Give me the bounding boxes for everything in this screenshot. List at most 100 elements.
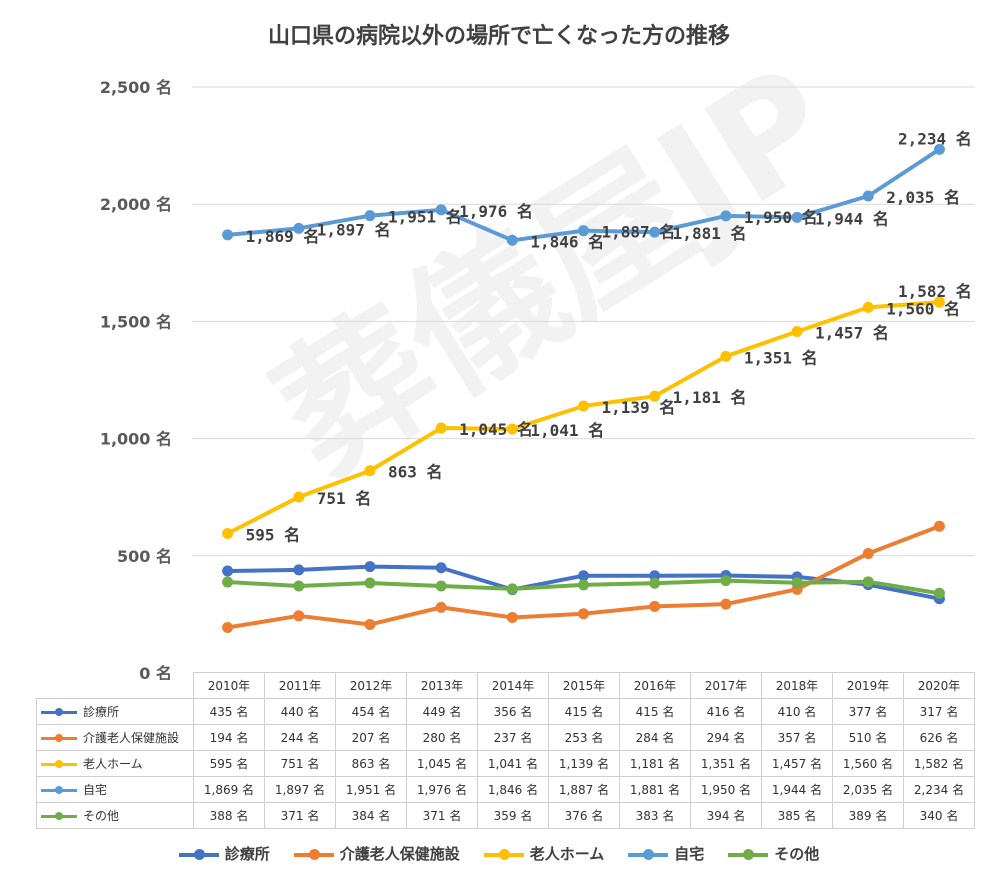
table-cell: 371 名 <box>406 802 478 829</box>
data-point <box>933 296 945 308</box>
data-point <box>293 222 305 234</box>
data-point <box>578 608 589 620</box>
table-cell: 435 名 <box>193 698 265 725</box>
table-cell: 751 名 <box>264 750 336 777</box>
table-cell: 207 名 <box>335 724 407 751</box>
table-row: 診療所 435 名 440 名 454 名 449 名 356 名 415 名 415 名 41… <box>36 698 975 725</box>
table-cell: 454 名 <box>335 698 407 725</box>
table-cell: 1,846 名 <box>477 776 549 803</box>
table-header-year: 2018年 <box>761 672 833 699</box>
table-cell: 1,887 名 <box>548 776 620 803</box>
table-header-year: 2010年 <box>193 672 265 699</box>
table-header-year: 2019年 <box>832 672 904 699</box>
table-cell: 1,181 名 <box>619 750 691 777</box>
legend-label: 自宅 <box>674 845 705 863</box>
data-point <box>862 576 874 588</box>
table-cell: 1,582 名 <box>903 750 975 777</box>
table-cell: 359 名 <box>477 802 549 829</box>
y-tick-label: 1,000 名 <box>100 430 172 449</box>
legend-item: 診療所 <box>178 843 270 864</box>
data-label: 2,035 名 <box>886 188 960 207</box>
data-label: 1,457 名 <box>815 323 889 342</box>
table-cell: 384 名 <box>335 802 407 829</box>
data-point <box>791 211 803 223</box>
table-cell: 2,234 名 <box>903 776 975 803</box>
data-label: 595 名 <box>246 526 301 545</box>
table-cell: 356 名 <box>477 698 549 725</box>
table-cell: 284 名 <box>619 724 691 751</box>
data-point <box>435 204 447 216</box>
table-cell: 371 名 <box>264 802 336 829</box>
data-point <box>578 570 589 582</box>
table-cell: 253 名 <box>548 724 620 751</box>
data-point <box>364 210 376 222</box>
data-point <box>862 547 874 559</box>
data-point <box>435 562 447 574</box>
data-point <box>293 491 305 503</box>
legend-item: その他 <box>728 843 819 864</box>
table-cell: 280 名 <box>406 724 478 751</box>
data-point <box>293 564 305 576</box>
table-row-header: 診療所 <box>36 698 194 725</box>
data-label: 1,139 名 <box>602 398 676 417</box>
table-cell: 595 名 <box>193 750 265 777</box>
table-cell: 244 名 <box>264 724 336 751</box>
legend-item: 自宅 <box>628 843 704 864</box>
legend-marker-icon <box>628 848 669 860</box>
data-label: 1,045 名 <box>459 420 533 439</box>
table-row: 介護老人保健施設 194 名 244 名 207 名 280 名 237 名 253 名 28… <box>36 724 975 751</box>
table-cell: 376 名 <box>548 802 620 829</box>
table-cell: 340 名 <box>903 802 975 829</box>
data-label: 1,944 名 <box>815 209 889 228</box>
series-key-icon <box>41 812 77 820</box>
table-cell: 385 名 <box>761 802 833 829</box>
y-tick-label: 500 名 <box>117 547 172 566</box>
table-row-header: その他 <box>36 802 194 829</box>
data-label: 1,976 名 <box>459 202 533 221</box>
data-point <box>578 400 589 412</box>
data-point <box>222 528 234 540</box>
legend-marker-icon <box>483 848 524 860</box>
table-cell: 1,045 名 <box>406 750 478 777</box>
data-point <box>791 577 803 589</box>
table-cell: 415 名 <box>548 698 620 725</box>
table-cell: 863 名 <box>335 750 407 777</box>
table-cell: 415 名 <box>619 698 691 725</box>
series-name: 自宅 <box>83 783 108 797</box>
chart-legend: 診療所 介護老人保健施設 老人ホーム 自宅 その他 <box>0 843 998 864</box>
legend-label: その他 <box>774 845 820 863</box>
chart-title: 山口県の病院以外の場所で亡くなった方の推移 <box>267 24 730 49</box>
table-row: その他 388 名 371 名 384 名 371 名 359 名 376 名 383 名 39… <box>36 802 975 829</box>
table-header-year: 2012年 <box>335 672 407 699</box>
data-point <box>364 618 376 630</box>
data-point <box>649 600 661 612</box>
data-point <box>364 561 376 573</box>
table-header-year: 2013年 <box>406 672 478 699</box>
table-header-year: 2020年 <box>903 672 975 699</box>
legend-label: 老人ホーム <box>529 845 605 863</box>
data-point <box>222 565 234 577</box>
legend-item: 老人ホーム <box>483 843 605 864</box>
table-cell: 1,897 名 <box>264 776 336 803</box>
table-cell: 1,560 名 <box>832 750 904 777</box>
table-row-header: 介護老人保健施設 <box>36 724 194 751</box>
data-point <box>720 598 732 610</box>
data-point <box>222 229 234 241</box>
table-cell: 2,035 名 <box>832 776 904 803</box>
data-label: 1,846 名 <box>530 232 604 251</box>
data-point <box>364 465 376 477</box>
data-point <box>435 422 447 434</box>
table-cell: 510 名 <box>832 724 904 751</box>
data-point <box>649 390 661 402</box>
data-label: 1,881 名 <box>673 224 747 243</box>
data-point <box>578 225 589 237</box>
data-label: 1,950 名 <box>744 208 818 227</box>
table-cell: 410 名 <box>761 698 833 725</box>
table-cell: 1,950 名 <box>690 776 762 803</box>
data-label: 1,887 名 <box>602 223 676 242</box>
data-point <box>649 577 661 589</box>
table-cell: 237 名 <box>477 724 549 751</box>
data-point <box>649 226 661 238</box>
data-label: 1,351 名 <box>744 348 818 367</box>
